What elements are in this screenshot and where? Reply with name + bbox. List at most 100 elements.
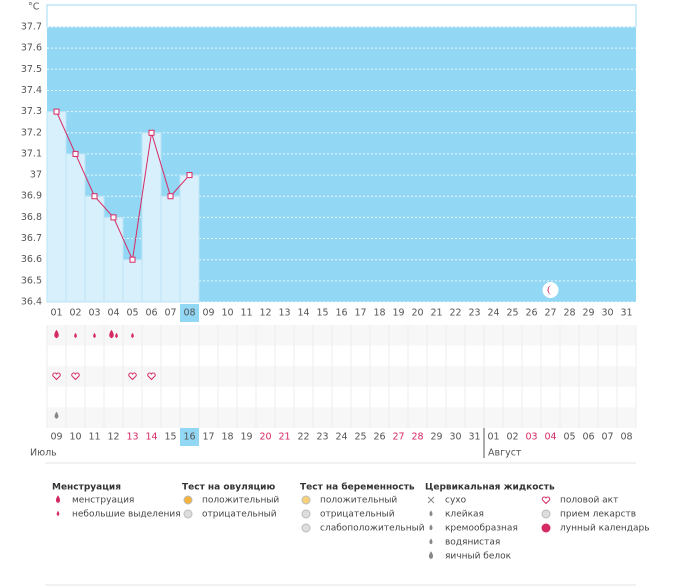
temperature-point xyxy=(91,193,98,200)
bar xyxy=(103,216,124,303)
date-label: 02 xyxy=(506,432,518,443)
x-tick-label: 17 xyxy=(354,308,366,319)
y-tick-label: 37.5 xyxy=(21,64,42,75)
x-tick-label: 10 xyxy=(221,308,233,319)
y-tick-label: 37.4 xyxy=(21,85,42,96)
date-label: 31 xyxy=(468,432,480,443)
x-tick-label: 24 xyxy=(487,308,499,319)
temperature-point xyxy=(53,108,60,115)
x-tick-label: 01 xyxy=(50,308,62,319)
date-label: 22 xyxy=(297,432,309,443)
x-tick-label: 06 xyxy=(145,308,157,319)
bar xyxy=(122,259,143,303)
legend-icon xyxy=(429,538,433,545)
legend-title: Менструация xyxy=(52,483,121,493)
x-tick-label: 04 xyxy=(107,308,119,319)
x-tick-label: 30 xyxy=(601,308,613,319)
date-label: 29 xyxy=(430,432,442,443)
temperature-point xyxy=(167,193,174,200)
date-label: 14 xyxy=(145,432,157,443)
legend-icon xyxy=(429,510,433,517)
legend-item: положительный xyxy=(320,496,397,506)
date-label: 11 xyxy=(88,432,100,443)
moon-icon xyxy=(542,282,559,298)
x-tick-label: 22 xyxy=(449,308,461,319)
legend-item: сухо xyxy=(445,496,467,506)
legend-item: отрицательный xyxy=(320,510,395,520)
temperature-point xyxy=(129,256,136,263)
header-band xyxy=(46,4,637,28)
legend-item: отрицательный xyxy=(202,510,277,520)
today-highlight xyxy=(180,304,199,322)
spotting-icon xyxy=(93,332,96,338)
temperature-point xyxy=(110,214,117,221)
date-label: 13 xyxy=(126,432,138,443)
date-label: 27 xyxy=(392,432,404,443)
spotting-icon xyxy=(131,332,134,338)
legend-item: менструация xyxy=(72,496,134,506)
date-label: 19 xyxy=(240,432,252,443)
legend-item: небольшие выделения xyxy=(72,510,181,520)
x-tick-label: 07 xyxy=(164,308,176,319)
sex-icon xyxy=(52,372,61,381)
date-label: 17 xyxy=(202,432,214,443)
menstruation-icon xyxy=(54,329,59,339)
bar xyxy=(160,195,181,303)
x-tick-label: 27 xyxy=(544,308,556,319)
grid-row xyxy=(47,386,636,408)
y-tick-label: 36.7 xyxy=(21,233,42,244)
legend-item: клейкая xyxy=(445,510,484,520)
legend-title: Тест на беременность xyxy=(300,482,415,493)
grid-row xyxy=(47,407,636,428)
date-label: 20 xyxy=(259,432,271,443)
today-highlight xyxy=(180,428,199,446)
legend-icon xyxy=(55,495,61,503)
bar xyxy=(84,195,105,303)
y-tick-label: 37 xyxy=(30,170,42,181)
legend-title: Цервикальная жидкость xyxy=(425,483,555,493)
bar xyxy=(65,153,86,303)
x-tick-label: 11 xyxy=(240,308,252,319)
legend-item: положительный xyxy=(202,496,279,506)
legend-icon xyxy=(541,523,551,533)
month-label: Август xyxy=(488,448,522,459)
y-tick-label: 37.6 xyxy=(21,43,42,54)
y-tick-label: 36.5 xyxy=(21,275,42,286)
legend-icon xyxy=(427,496,435,504)
x-tick-label: 26 xyxy=(525,308,537,319)
grid-row xyxy=(47,325,636,346)
bar xyxy=(179,174,200,303)
date-label: 30 xyxy=(449,432,461,443)
x-tick-label: 29 xyxy=(582,308,594,319)
date-label: 04 xyxy=(544,432,556,443)
date-label: 08 xyxy=(620,432,632,443)
y-tick-label: 37.3 xyxy=(21,106,42,117)
y-tick-label: 37.1 xyxy=(21,148,42,159)
date-label: 03 xyxy=(525,432,537,443)
x-tick-label: 12 xyxy=(259,308,271,319)
x-tick-label: 15 xyxy=(316,308,328,319)
x-tick-label: 21 xyxy=(430,308,442,319)
legend-icon xyxy=(428,551,434,559)
date-label: 01 xyxy=(487,432,499,443)
legend-item: слабоположительный xyxy=(320,524,425,534)
legend-item: прием лекарств xyxy=(560,510,636,520)
date-label: 26 xyxy=(373,432,385,443)
x-tick-label: 05 xyxy=(126,308,138,319)
fluid-icon xyxy=(54,411,59,419)
legend-icon xyxy=(301,509,311,519)
legend-icon xyxy=(183,495,193,505)
spotting-icon xyxy=(74,332,77,338)
month-label: Июль xyxy=(30,448,57,459)
date-label: 07 xyxy=(601,432,613,443)
grid-row xyxy=(47,366,636,387)
x-tick-label: 08 xyxy=(183,308,195,319)
sex-icon xyxy=(128,372,137,381)
y-tick-label: 36.4 xyxy=(21,297,42,308)
legend-item: лунный календарь xyxy=(560,524,650,534)
legend-icon xyxy=(541,496,551,505)
sex-icon xyxy=(147,372,156,381)
bar xyxy=(46,111,67,303)
y-tick-label: 37.7 xyxy=(21,22,42,33)
